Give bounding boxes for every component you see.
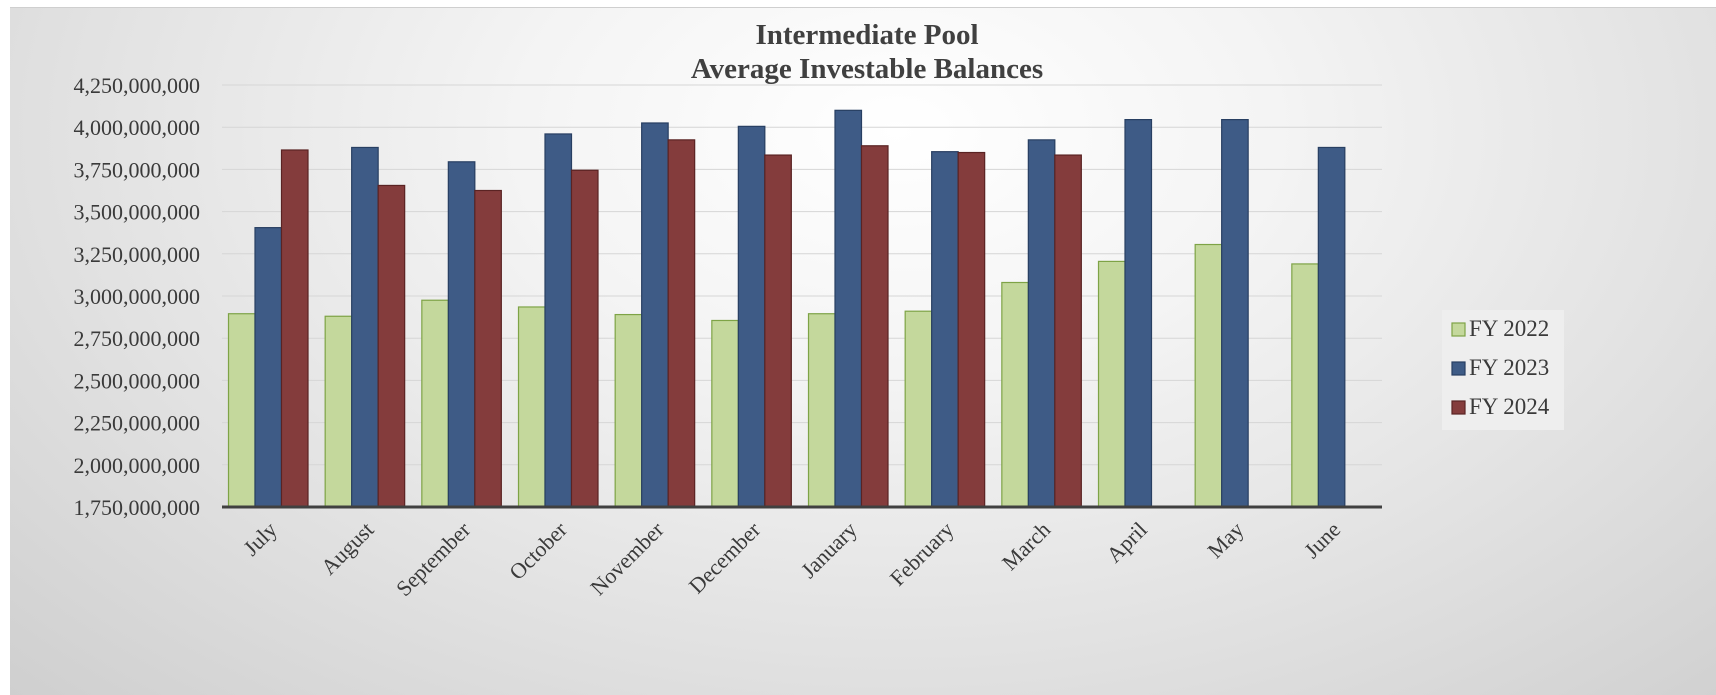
bar-fy-2023-october [544, 133, 573, 508]
bar-fy-2022-may [1194, 243, 1223, 508]
bar-fy-2023-december [737, 125, 766, 508]
bar-fy-2023-august [351, 146, 379, 508]
x-tick-label: August [316, 517, 379, 580]
bar-fy-2024-march [1054, 154, 1082, 508]
y-tick-label: 3,750,000,000 [74, 157, 201, 182]
chart-subtitle: Average Investable Balances [691, 53, 1043, 85]
bar-fy-2022-december [711, 319, 739, 508]
y-tick-label: 4,250,000,000 [74, 73, 201, 98]
x-tick-label: March [997, 517, 1055, 575]
bar-fy-2024-january [860, 145, 889, 508]
y-tick-label: 3,000,000,000 [74, 284, 201, 309]
bar-fy-2024-august [377, 184, 406, 508]
bar-fy-2022-october [517, 306, 546, 508]
bar-fy-2024-october [570, 169, 599, 508]
y-tick-label: 2,500,000,000 [74, 368, 201, 393]
bar-fy-2024-september [474, 189, 502, 508]
bar-fy-2024-february [957, 151, 986, 508]
gridlines [222, 84, 1382, 466]
x-axis-tick-labels: July August September October November Decemb… [238, 516, 1345, 601]
bar-chart: Intermediate Pool Average Investable Bal… [74, 19, 1564, 601]
bars [227, 109, 1346, 508]
y-tick-label: 2,750,000,000 [74, 326, 201, 351]
x-tick-label: May [1202, 517, 1248, 563]
bar-fy-2022-august [324, 315, 353, 508]
chart-area: Intermediate Pool Average Investable Bal… [10, 7, 1716, 695]
legend-label: FY 2024 [1469, 394, 1550, 419]
bar-fy-2024-december [764, 154, 792, 508]
bar-fy-2022-june [1291, 263, 1319, 508]
bar-fy-2023-may [1221, 119, 1249, 508]
x-tick-label: October [504, 516, 572, 584]
bar-fy-2023-september [447, 161, 476, 508]
bar-fy-2023-april [1124, 119, 1153, 508]
bar-fy-2022-february [904, 310, 933, 508]
bar-fy-2024-november [667, 139, 696, 508]
x-tick-label: February [885, 517, 959, 591]
y-tick-label: 2,250,000,000 [74, 411, 201, 436]
bar-fy-2024-july [280, 149, 309, 508]
bar-fy-2023-november [641, 122, 669, 508]
bar-fy-2023-january [834, 109, 863, 508]
bar-fy-2022-march [1001, 281, 1029, 508]
x-tick-label: July [238, 517, 282, 561]
bar-fy-2022-september [421, 299, 449, 508]
bar-fy-2023-march [1027, 139, 1056, 508]
chart-title: Intermediate Pool [755, 19, 978, 51]
x-tick-label: January [796, 517, 862, 583]
y-tick-label: 1,750,000,000 [74, 495, 201, 520]
y-tick-label: 3,500,000,000 [74, 200, 201, 225]
legend-swatch [1451, 400, 1466, 415]
y-tick-label: 4,000,000,000 [74, 115, 201, 140]
legend: FY 2022 FY 2023 FY 2024 [1442, 310, 1564, 430]
y-axis-tick-labels: 4,250,000,000 4,000,000,000 3,750,000,000 3… [74, 73, 201, 520]
x-tick-label: April [1101, 517, 1152, 568]
x-tick-label: June [1299, 517, 1345, 563]
x-tick-label: December [684, 516, 766, 598]
bar-fy-2022-april [1097, 260, 1126, 508]
x-tick-label: November [585, 516, 669, 600]
legend-swatch [1451, 361, 1466, 376]
legend-label: FY 2023 [1469, 355, 1549, 380]
y-tick-label: 2,000,000,000 [74, 453, 201, 478]
x-tick-label: September [391, 516, 476, 601]
bar-fy-2023-june [1317, 146, 1346, 508]
bar-fy-2022-july [227, 313, 256, 508]
legend-label: FY 2022 [1469, 316, 1549, 341]
legend-swatch [1451, 322, 1466, 337]
bar-fy-2022-january [807, 313, 836, 508]
bar-fy-2023-february [931, 151, 959, 508]
bar-fy-2022-november [614, 313, 643, 508]
y-tick-label: 3,250,000,000 [74, 242, 201, 267]
bar-fy-2023-july [254, 227, 283, 508]
